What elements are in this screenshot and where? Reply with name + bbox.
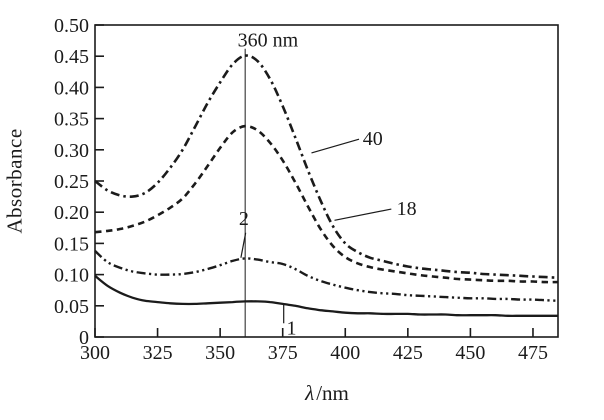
annotation-label: 2 [239, 208, 249, 230]
x-tick-label: 300 [80, 342, 110, 364]
y-tick-label: 0.45 [54, 46, 89, 68]
x-tick-label: 375 [268, 342, 298, 364]
annotation-leader [311, 138, 360, 154]
annotation-label: 18 [397, 198, 417, 220]
annotation-label: 40 [363, 128, 383, 150]
y-tick-label: 0.30 [54, 140, 89, 162]
plot-frame [94, 24, 559, 338]
x-tick-label: 475 [518, 342, 548, 364]
x-tick-label: 425 [393, 342, 423, 364]
curve-40 [94, 54, 559, 279]
annotation-label: 1 [286, 317, 296, 339]
y-tick-label: 0.40 [54, 77, 89, 99]
y-tick-label: 0.05 [54, 296, 89, 318]
lambda-symbol: λ [305, 381, 315, 405]
x-tick-label: 325 [143, 342, 173, 364]
y-tick-label: 0.35 [54, 109, 89, 131]
x-tick-label: 450 [455, 342, 485, 364]
y-tick-label: 0.10 [54, 265, 89, 287]
y-tick-label: 0 [79, 327, 89, 349]
y-axis-title: Absorbance [2, 128, 27, 234]
curve-18 [94, 124, 559, 284]
curve-2 [94, 250, 559, 302]
y-tick-label: 0.25 [54, 171, 89, 193]
annotation-label: 360 nm [238, 30, 299, 52]
annotation-leader [240, 232, 247, 258]
y-tick-label: 0.50 [54, 15, 89, 37]
x-axis: 300 325 350 375 400 425 450 475 [80, 328, 548, 364]
x-axis-title: λ/nm [305, 381, 349, 406]
annotation-leader [334, 208, 392, 221]
y-tick-label: 0.15 [54, 233, 89, 255]
curve-1 [94, 274, 558, 317]
x-tick-label: 350 [205, 342, 235, 364]
x-axis-unit: /nm [316, 381, 349, 405]
y-tick-label: 0.20 [54, 202, 89, 224]
annotations: 360 nm 40 18 2 1 [238, 30, 417, 340]
x-tick-label: 400 [330, 342, 360, 364]
